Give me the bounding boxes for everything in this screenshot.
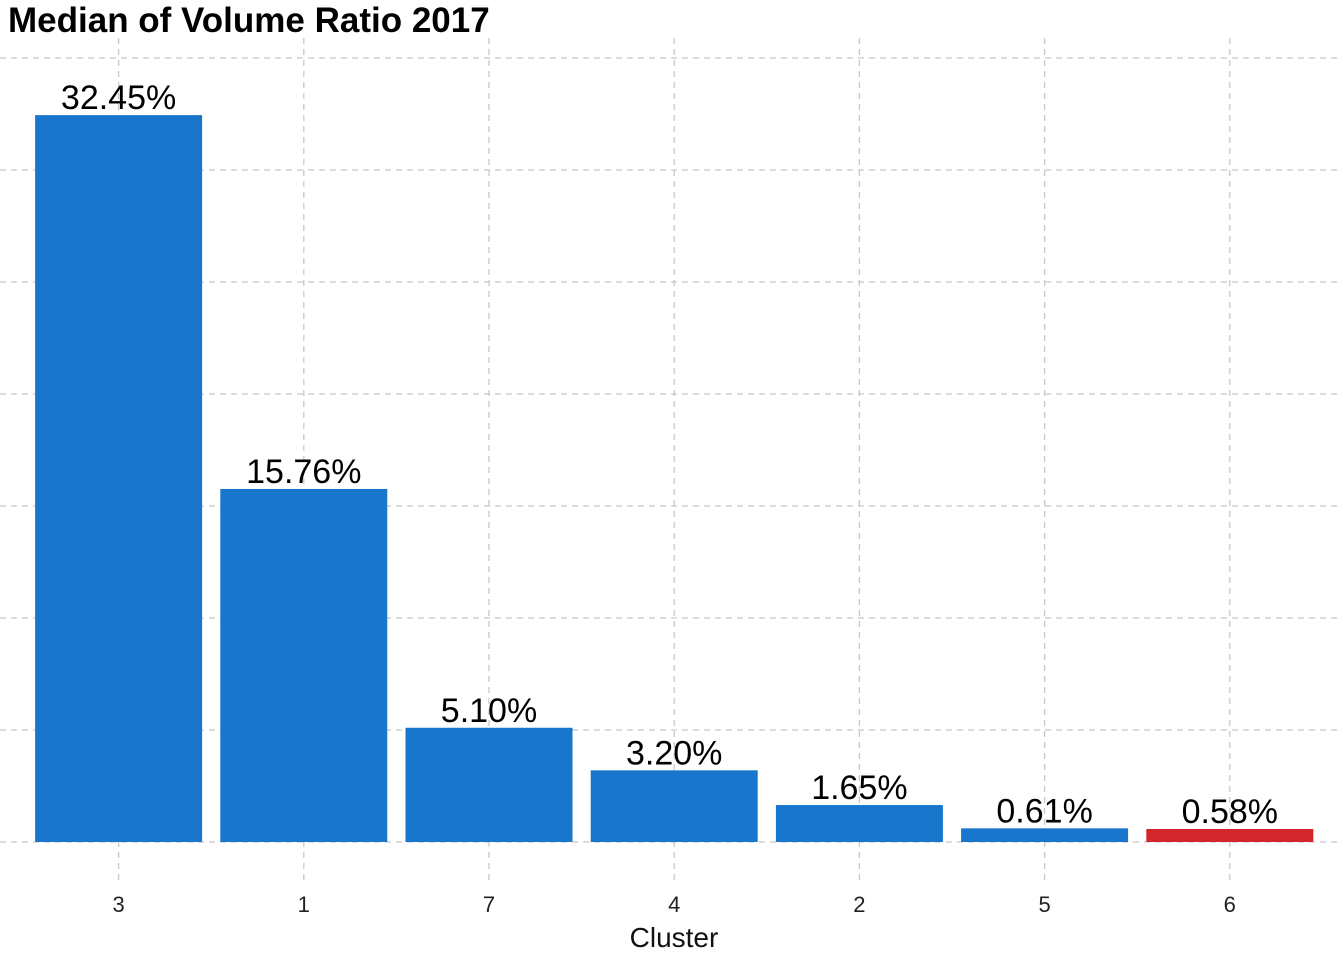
data-label-cluster-1: 15.76% bbox=[246, 453, 361, 491]
data-labels: 32.45% 15.76% 5.10% 3.20% 1.65% 0.61% 0.58% bbox=[61, 79, 1278, 831]
bar-cluster-6 bbox=[1146, 829, 1314, 842]
bar-cluster-5 bbox=[961, 828, 1129, 842]
x-tick-label-4: 4 bbox=[668, 892, 680, 917]
bars bbox=[35, 115, 1314, 843]
x-tick-label-5: 5 bbox=[1038, 892, 1050, 917]
data-label-cluster-2: 1.65% bbox=[811, 769, 907, 807]
bar-cluster-3 bbox=[35, 115, 203, 843]
x-axis-ticks: 3 1 7 4 2 5 6 bbox=[112, 892, 1235, 917]
data-label-cluster-7: 5.10% bbox=[441, 692, 537, 730]
data-label-cluster-6: 0.58% bbox=[1182, 793, 1278, 831]
x-axis-title: Cluster bbox=[630, 922, 719, 953]
data-label-cluster-4: 3.20% bbox=[626, 734, 722, 772]
x-tick-label-1: 1 bbox=[298, 892, 310, 917]
bar-cluster-4 bbox=[590, 770, 758, 842]
data-label-cluster-3: 32.45% bbox=[61, 79, 176, 117]
x-tick-label-3: 3 bbox=[112, 892, 124, 917]
x-tick-label-7: 7 bbox=[483, 892, 495, 917]
bar-cluster-7 bbox=[405, 727, 573, 842]
bar-cluster-2 bbox=[775, 805, 943, 842]
x-tick-label-2: 2 bbox=[853, 892, 865, 917]
x-tick-label-6: 6 bbox=[1224, 892, 1236, 917]
data-label-cluster-5: 0.61% bbox=[996, 792, 1092, 830]
chart-title: Median of Volume Ratio 2017 bbox=[8, 1, 490, 40]
bar-cluster-1 bbox=[220, 488, 388, 842]
